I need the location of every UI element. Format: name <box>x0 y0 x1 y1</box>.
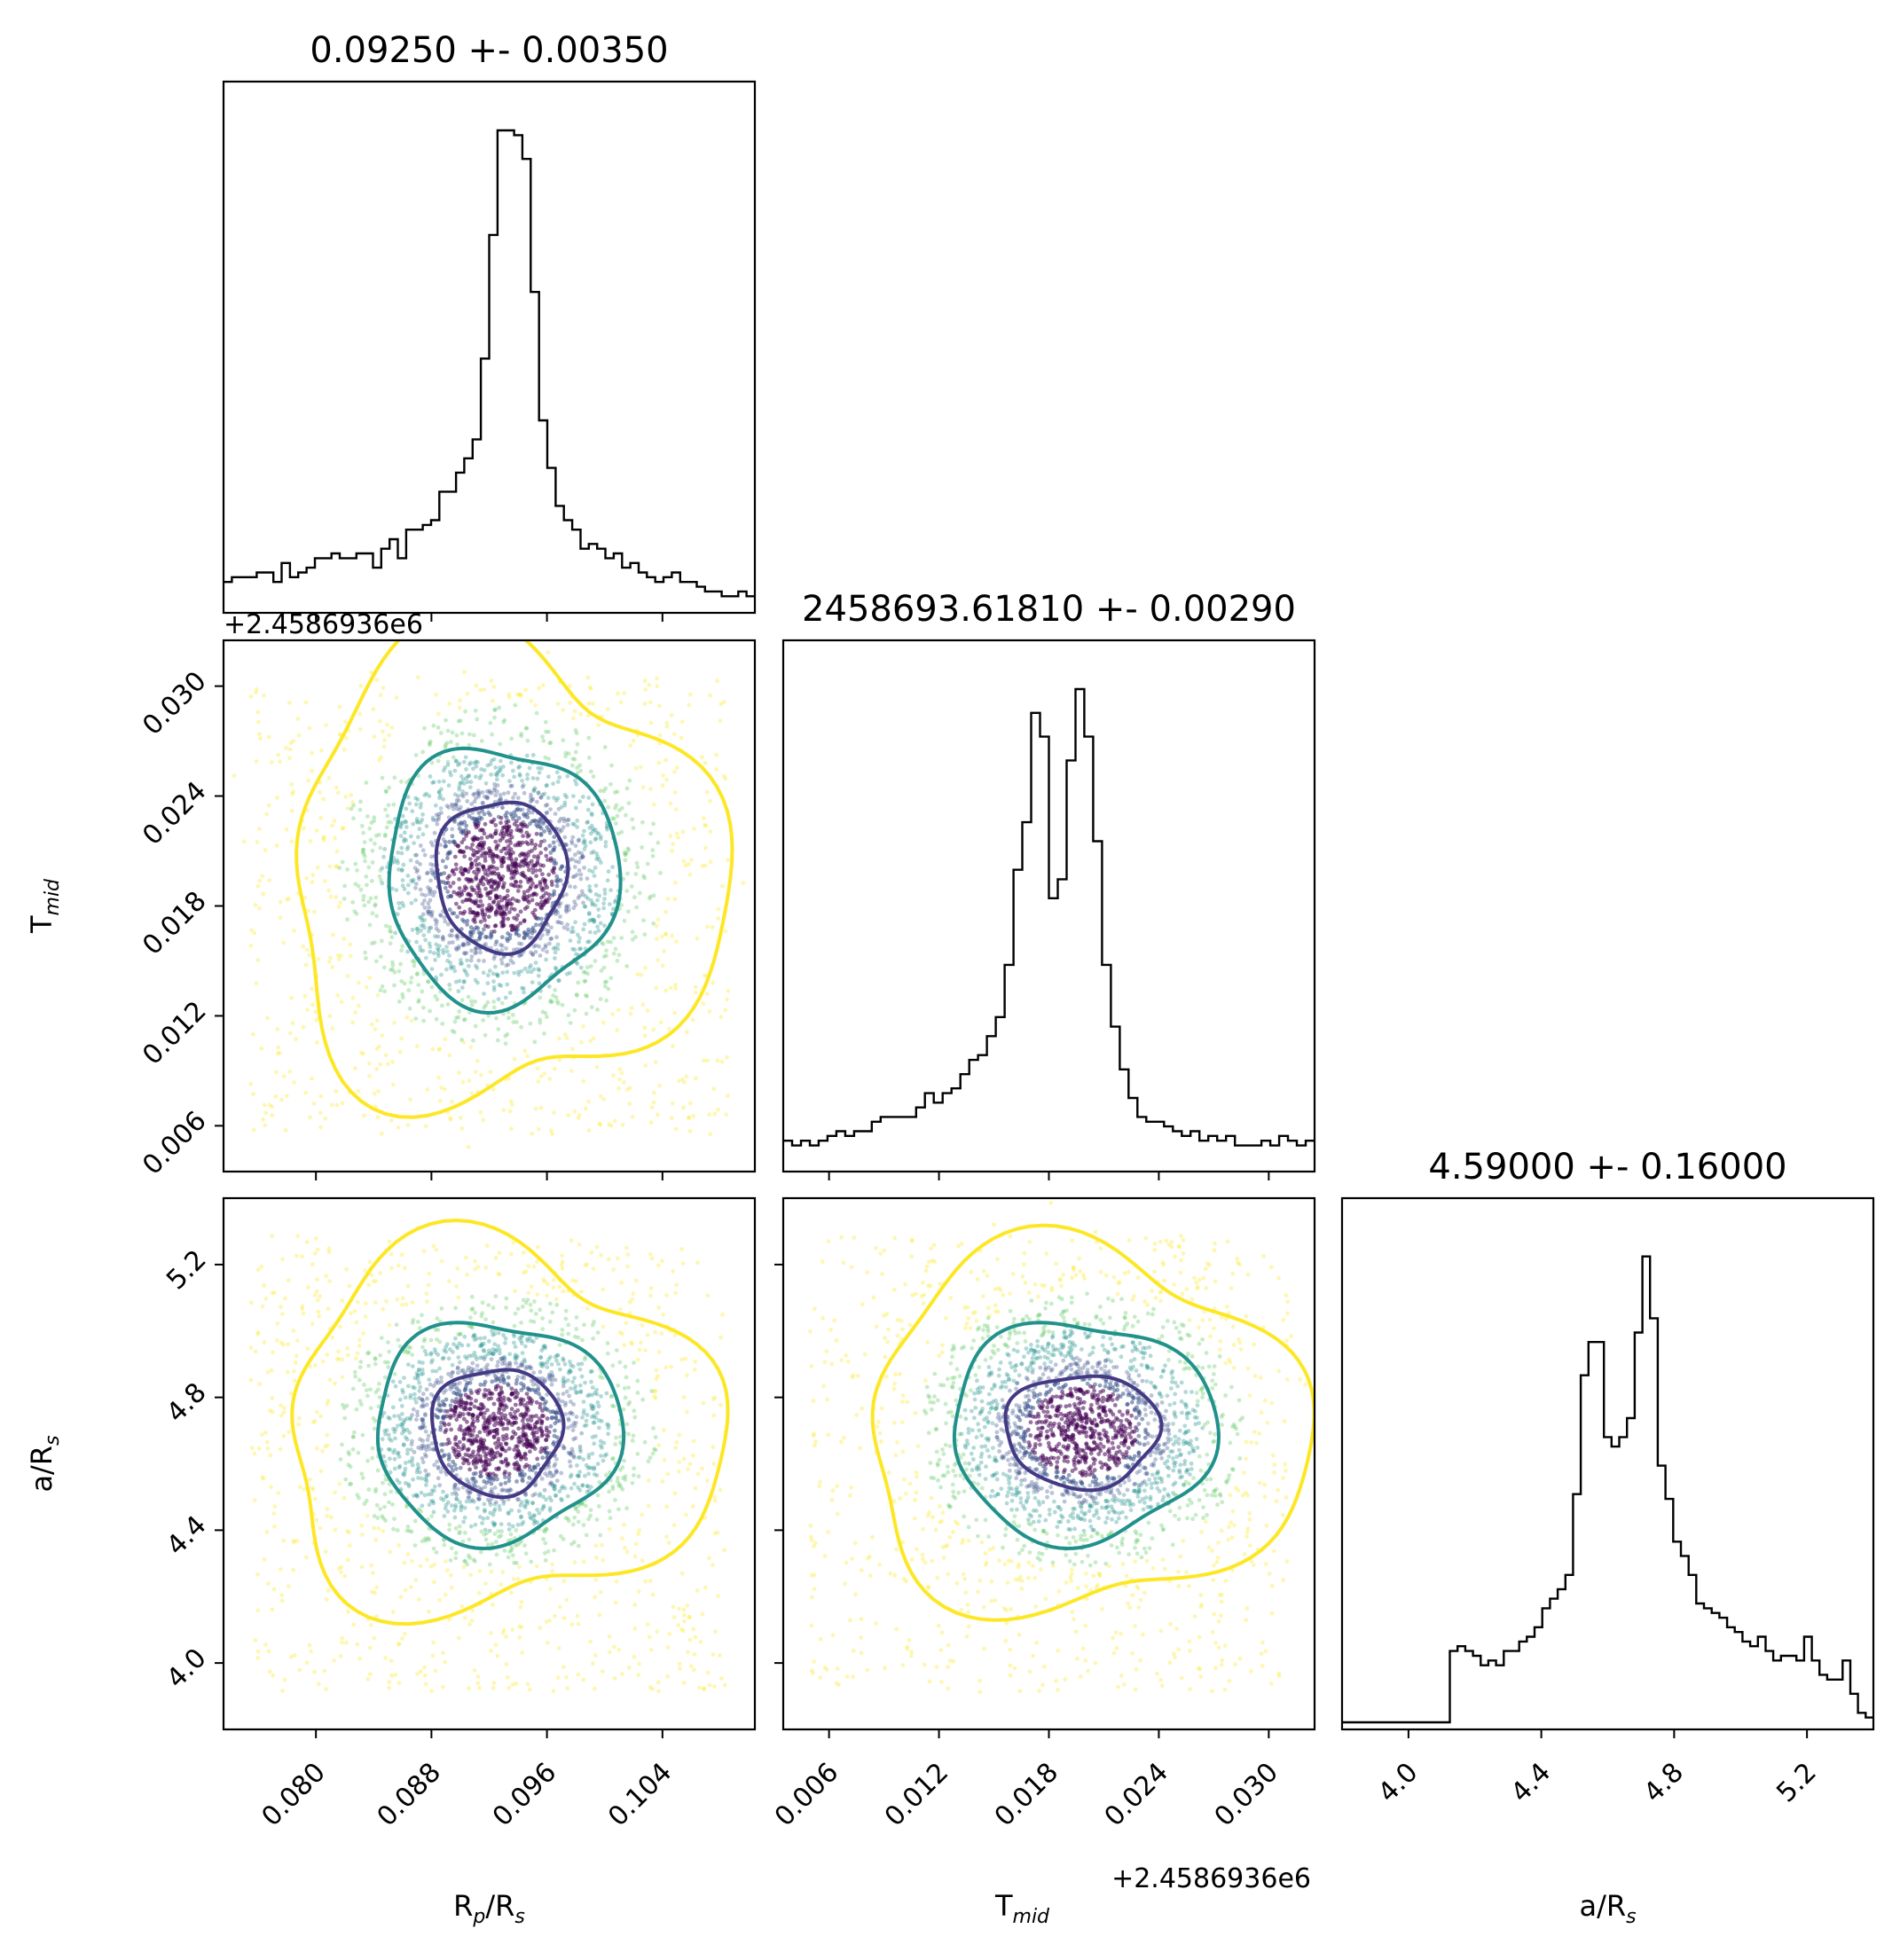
contours <box>294 640 734 1119</box>
x-tick-label: 0.012 <box>879 1757 954 1832</box>
contour-inner <box>1003 1374 1164 1493</box>
x-tick-label: 0.024 <box>1099 1757 1174 1832</box>
x-axis-label-ars: a/Rs <box>1579 1889 1636 1928</box>
histogram-rp <box>224 129 755 598</box>
scatter-panel-tmid-ars <box>808 1201 1315 1695</box>
y-tick-label: 0.030 <box>137 666 212 741</box>
histogram-tmid <box>783 687 1315 1147</box>
contour-inner <box>429 1368 566 1500</box>
x-tick-label: 0.018 <box>989 1757 1064 1832</box>
title-rp: 0.09250 +- 0.00350 <box>310 30 668 71</box>
contour-inner <box>434 800 570 956</box>
x-tick-label: 0.104 <box>602 1757 678 1832</box>
y-tick-label: 0.024 <box>137 776 212 851</box>
contours <box>870 1223 1315 1622</box>
contours <box>290 1218 730 1627</box>
contour-middle <box>375 1321 626 1551</box>
hist-frame-ars <box>1340 1196 1875 1731</box>
y-tick-label: 4.0 <box>161 1642 212 1694</box>
title-ars: 4.59000 +- 0.16000 <box>1428 1147 1786 1188</box>
contour-outer <box>290 1218 730 1627</box>
scatter-frame-rp-ars <box>222 1196 757 1731</box>
x-tick-label: 0.096 <box>487 1757 562 1832</box>
y-tick-label: 0.012 <box>137 995 212 1070</box>
scatter-points <box>248 1234 727 1694</box>
y-tick-label: 5.2 <box>161 1244 212 1296</box>
histogram-ars <box>1342 1255 1873 1724</box>
y-axis-label-ars: a/Rs <box>25 1435 64 1492</box>
x-tick-label: 0.088 <box>372 1757 447 1832</box>
scatter-panel-rp-ars <box>248 1218 730 1694</box>
title-tmid: 2458693.61810 +- 0.00290 <box>802 589 1296 630</box>
y-tick-label: 4.8 <box>161 1377 212 1429</box>
x-tick-label: 4.0 <box>1372 1757 1424 1808</box>
x-tick-label: 4.4 <box>1505 1757 1557 1808</box>
scatter-panel-rp-tmid <box>232 640 746 1149</box>
histogram-step-ars <box>1342 1255 1873 1724</box>
x-tick-label: 5.2 <box>1770 1757 1822 1808</box>
y-tick-label: 0.006 <box>137 1105 212 1180</box>
y-axis-label-tmid: Tmid <box>25 878 64 934</box>
x-tick-label: 0.030 <box>1209 1757 1284 1832</box>
contour-outer <box>870 1223 1315 1622</box>
hist-frame-tmid <box>781 639 1316 1173</box>
x-offset-label: +2.4586936e6 <box>1111 1863 1311 1894</box>
histogram-step-tmid <box>783 687 1315 1147</box>
hist-frame-rp <box>222 80 757 615</box>
x-tick-label: 0.006 <box>769 1757 844 1832</box>
x-tick-label: 4.8 <box>1638 1757 1690 1808</box>
y-tick-label: 0.018 <box>137 885 212 960</box>
histogram-step-rp <box>224 129 755 598</box>
y-offset-label: +2.4586936e6 <box>224 609 423 640</box>
contour-middle <box>952 1321 1221 1551</box>
x-tick-label: 0.080 <box>255 1757 331 1832</box>
scatter-points <box>808 1201 1307 1695</box>
y-tick-label: 4.4 <box>161 1509 212 1561</box>
contour-middle <box>387 746 623 1015</box>
contour-outer <box>294 640 734 1119</box>
x-axis-label-rp: Rp/Rs <box>453 1889 525 1928</box>
x-axis-label-tmid: Tmid <box>994 1889 1050 1928</box>
scatter-points <box>232 650 746 1149</box>
